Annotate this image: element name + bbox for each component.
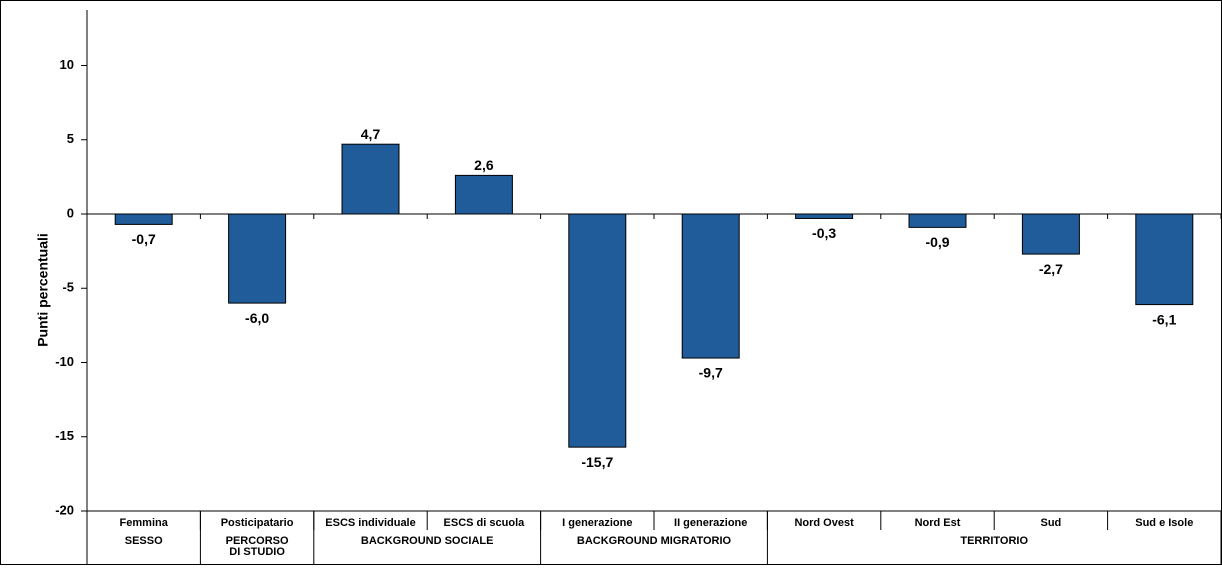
category-label: ESCS di scuola (444, 517, 526, 529)
bar (795, 213, 854, 219)
bar (681, 213, 740, 359)
y-tick-label: 5 (67, 131, 74, 146)
category-label: Sud e Isole (1135, 517, 1193, 529)
bar (568, 213, 627, 448)
group-label: SESSO (125, 535, 163, 547)
bar (341, 143, 400, 215)
data-label: -6,1 (1152, 311, 1176, 327)
data-label: -15,7 (581, 454, 613, 470)
y-axis-title: Punti percentuali (35, 233, 51, 347)
data-label: 4,7 (361, 126, 381, 142)
data-label: -9,7 (699, 365, 723, 381)
category-label: Sud (1041, 517, 1062, 529)
bar (114, 213, 173, 225)
group-label: BACKGROUND SOCIALE (361, 535, 494, 547)
category-label: Nord Est (915, 517, 961, 529)
data-label: 2,6 (474, 157, 494, 173)
category-axis: Femmina Posticipatario ESCS individuale ESC… (86, 510, 1222, 565)
category-label: ESCS individuale (325, 517, 415, 529)
category-label: Femmina (120, 517, 169, 529)
data-label: -0,7 (132, 231, 156, 247)
bar (228, 213, 287, 304)
y-tick-label: -10 (55, 354, 74, 369)
data-label: -6,0 (245, 310, 269, 326)
y-tick-label: -20 (55, 502, 74, 517)
bar (1021, 213, 1080, 255)
data-labels: -0,7 -6,0 4,7 2,6 -15,7 -9,7 -0,3 -0,9 -2,7 -6,1 (132, 126, 1177, 470)
group-label: BACKGROUND MIGRATORIO (577, 535, 732, 547)
y-tick-label: -15 (55, 428, 74, 443)
category-label: I generazione (562, 517, 632, 529)
category-label: Posticipatario (221, 517, 294, 529)
data-label: -0,9 (925, 234, 949, 250)
bars (114, 143, 1194, 448)
category-label: Nord Ovest (794, 517, 854, 529)
y-tick-label: 0 (67, 205, 74, 220)
bar (1135, 213, 1194, 306)
y-tick-label: -5 (62, 280, 74, 295)
group-label: TERRITORIO (960, 535, 1028, 547)
group-label: PERCORSO DI STUDIO (226, 535, 289, 558)
y-tick-label: 10 (60, 57, 74, 72)
bar (908, 213, 967, 228)
data-label: -2,7 (1039, 261, 1063, 277)
category-label: II generazione (674, 517, 747, 529)
data-label: -0,3 (812, 225, 836, 241)
bar (454, 174, 513, 215)
